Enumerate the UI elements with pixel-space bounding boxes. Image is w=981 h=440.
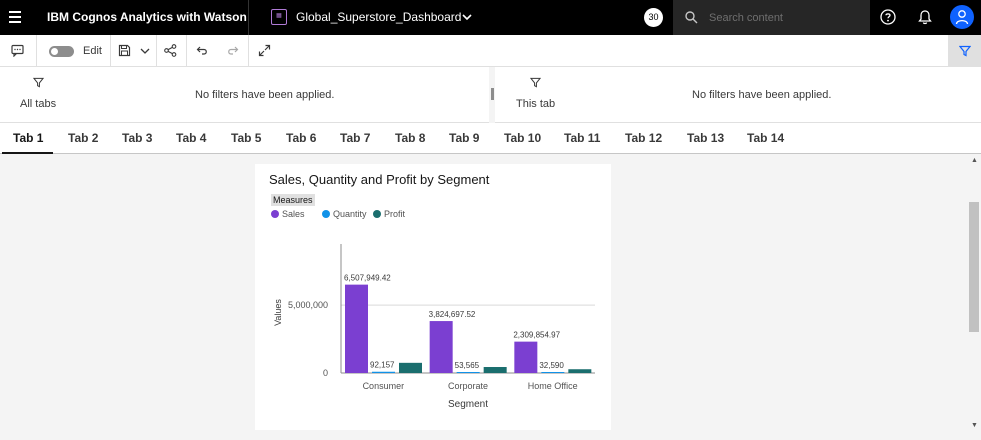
search-icon: [685, 11, 698, 24]
tab-7[interactable]: Tab 7: [340, 131, 371, 145]
legend-title: Measures: [271, 194, 315, 206]
app-brand: IBM Cognos Analytics with Watson: [47, 10, 247, 24]
filter-icon: [33, 77, 44, 88]
bar-sales-consumer: [345, 284, 368, 373]
tab-bar: Tab 1 Tab 2 Tab 3 Tab 4 Tab 5 Tab 6 Tab 7 Tab 8…: [0, 123, 981, 154]
filter-icon: [959, 45, 971, 57]
dashboard-icon: ▦: [271, 9, 287, 25]
help-icon[interactable]: [880, 9, 896, 25]
legend-label: Quantity: [333, 209, 367, 219]
data-label: 2,309,854.97: [513, 331, 560, 340]
scroll-up-arrow[interactable]: ▲: [971, 157, 978, 164]
user-avatar[interactable]: [950, 5, 974, 29]
divider: [156, 35, 157, 67]
notifications-bell-icon[interactable]: [917, 9, 933, 25]
data-label: 53,565: [455, 361, 480, 370]
tab-8[interactable]: Tab 8: [395, 131, 426, 145]
data-label: 32,590: [539, 361, 564, 370]
legend-swatch: [322, 210, 330, 218]
bar-profit-home-office: [568, 369, 592, 373]
redo-icon[interactable]: [226, 44, 239, 57]
dashboard-title[interactable]: Global_Superstore_Dashboard: [296, 10, 462, 24]
bar-quantity-home-office: [541, 372, 565, 373]
undo-icon[interactable]: [196, 44, 209, 57]
data-label: 6,507,949.42: [344, 274, 391, 283]
comment-icon[interactable]: [11, 44, 24, 57]
tab-14[interactable]: Tab 14: [747, 131, 785, 145]
filter-icon: [530, 77, 541, 88]
menu-icon[interactable]: [9, 11, 21, 23]
legend-swatch: [373, 210, 381, 218]
data-label: 92,157: [370, 361, 395, 370]
tab-2[interactable]: Tab 2: [68, 131, 99, 145]
divider: [248, 35, 249, 67]
filter-bar: All tabs No filters have been applied. T…: [0, 67, 981, 123]
tab-3[interactable]: Tab 3: [122, 131, 153, 145]
bar-sales-home-office: [514, 341, 538, 373]
save-icon[interactable]: [118, 44, 131, 57]
tab-5[interactable]: Tab 5: [231, 131, 262, 145]
legend-label: Profit: [384, 209, 406, 219]
edit-label: Edit: [83, 45, 102, 57]
x-tick-label: Corporate: [448, 381, 488, 391]
tab-11[interactable]: Tab 11: [564, 131, 601, 145]
chevron-down-icon[interactable]: [140, 47, 150, 55]
bar-chart: 0 5,000,000 6,507,949.42 92,157 Consumer 3,82…: [273, 244, 595, 410]
divider: [110, 35, 111, 67]
x-tick-label: Consumer: [363, 381, 405, 391]
vertical-scrollbar[interactable]: ▲ ▼: [967, 154, 981, 440]
legend-swatch: [271, 210, 279, 218]
fullscreen-icon[interactable]: [258, 44, 271, 57]
tab-13[interactable]: Tab 13: [687, 131, 725, 145]
tab-4[interactable]: Tab 4: [176, 131, 207, 145]
tab-10[interactable]: Tab 10: [504, 131, 542, 145]
chart-widget[interactable]: Sales, Quantity and Profit by Segment Me…: [255, 164, 611, 430]
bar-profit-consumer: [399, 362, 422, 373]
top-bar: IBM Cognos Analytics with Watson ▦ Globa…: [0, 0, 981, 35]
all-tabs-label: All tabs: [20, 98, 57, 110]
scroll-thumb[interactable]: [969, 202, 979, 332]
bar-quantity-corporate: [456, 372, 480, 373]
divider: [36, 35, 37, 67]
tab-6[interactable]: Tab 6: [286, 131, 317, 145]
this-tab-filter-message: No filters have been applied.: [692, 89, 832, 101]
search-box[interactable]: [673, 0, 870, 35]
x-axis-title: Segment: [448, 399, 488, 410]
x-tick-label: Home Office: [528, 381, 578, 391]
bar-quantity-consumer: [372, 371, 395, 373]
filter-panel-button[interactable]: [948, 35, 981, 67]
divider: [186, 35, 187, 67]
legend-item-quantity[interactable]: Quantity: [322, 209, 367, 219]
dashboard-toolbar: Edit: [0, 35, 981, 67]
all-tabs-filter-message: No filters have been applied.: [195, 89, 335, 101]
y-axis-title: Values: [273, 299, 283, 326]
user-icon: [955, 10, 969, 25]
data-label: 3,824,697.52: [429, 310, 476, 319]
divider: [248, 0, 249, 35]
y-tick-label: 0: [323, 368, 328, 378]
chevron-down-icon[interactable]: [461, 11, 473, 23]
tab-12[interactable]: Tab 12: [625, 131, 663, 145]
chart-title: Sales, Quantity and Profit by Segment: [269, 172, 490, 187]
this-tab-label: This tab: [516, 98, 556, 110]
resize-handle[interactable]: [491, 88, 494, 100]
legend-item-sales[interactable]: Sales: [271, 209, 305, 219]
tab-9[interactable]: Tab 9: [449, 131, 480, 145]
search-input[interactable]: [709, 9, 859, 26]
edit-mode-toggle[interactable]: [49, 46, 74, 57]
share-icon[interactable]: [164, 44, 177, 57]
legend-item-profit[interactable]: Profit: [373, 209, 405, 219]
bar-profit-corporate: [483, 367, 507, 373]
tab-1[interactable]: Tab 1: [2, 123, 53, 154]
bar-sales-corporate: [429, 321, 453, 373]
legend-label: Sales: [282, 209, 305, 219]
notification-count-badge[interactable]: 30: [644, 8, 663, 27]
y-tick-label: 5,000,000: [288, 300, 328, 310]
scroll-down-arrow[interactable]: ▼: [971, 422, 978, 429]
